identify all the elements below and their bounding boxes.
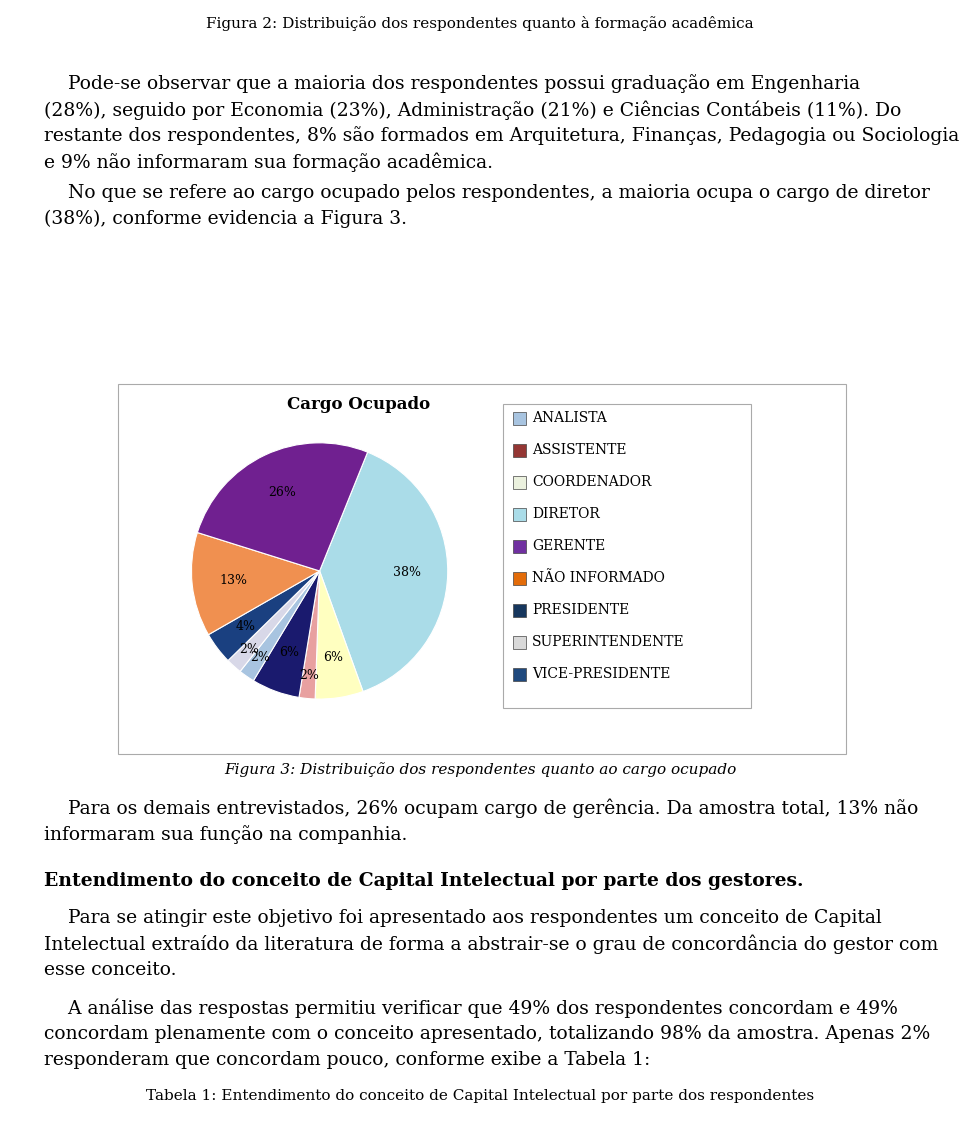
Wedge shape	[208, 571, 320, 660]
Text: Figura 3: Distribuição dos respondentes quanto ao cargo ocupado: Figura 3: Distribuição dos respondentes …	[224, 762, 736, 777]
Text: Para se atingir este objetivo foi apresentado aos respondentes um conceito de Ca: Para se atingir este objetivo foi aprese…	[44, 909, 881, 927]
Bar	[513, 412, 526, 426]
Text: concordam plenamente com o conceito apresentado, totalizando 98% da amostra. Ape: concordam plenamente com o conceito apre…	[44, 1025, 930, 1043]
Wedge shape	[299, 571, 320, 699]
Text: Pode-se observar que a maioria dos respondentes possui graduação em Engenharia: Pode-se observar que a maioria dos respo…	[44, 74, 860, 93]
Text: 4%: 4%	[236, 620, 256, 633]
Bar	[513, 508, 526, 521]
Text: A análise das respostas permitiu verificar que 49% dos respondentes concordam e : A análise das respostas permitiu verific…	[44, 999, 898, 1018]
Text: Figura 2: Distribuição dos respondentes quanto à formação acadêmica: Figura 2: Distribuição dos respondentes …	[206, 16, 754, 31]
Bar	[513, 636, 526, 649]
Text: Para os demais entrevistados, 26% ocupam cargo de gerência. Da amostra total, 13: Para os demais entrevistados, 26% ocupam…	[44, 799, 919, 818]
Text: e 9% não informaram sua formação acadêmica.: e 9% não informaram sua formação acadêmi…	[44, 152, 493, 172]
Wedge shape	[253, 571, 320, 698]
Bar	[513, 476, 526, 488]
Text: Tabela 1: Entendimento do conceito de Capital Intelectual por parte dos responde: Tabela 1: Entendimento do conceito de Ca…	[146, 1089, 814, 1103]
Text: NÃO INFORMADO: NÃO INFORMADO	[532, 572, 665, 586]
Text: 2%: 2%	[250, 651, 270, 664]
Text: 2%: 2%	[300, 669, 320, 682]
Wedge shape	[228, 571, 320, 672]
Bar	[513, 668, 526, 681]
Text: restante dos respondentes, 8% são formados em Arquitetura, Finanças, Pedagogia o: restante dos respondentes, 8% são formad…	[44, 126, 959, 145]
Text: 13%: 13%	[219, 574, 247, 587]
Bar	[503, 404, 751, 708]
Text: ANALISTA: ANALISTA	[532, 412, 607, 426]
Bar	[513, 540, 526, 553]
Text: informaram sua função na companhia.: informaram sua função na companhia.	[44, 825, 407, 844]
Text: (28%), seguido por Economia (23%), Administração (21%) e Ciências Contábeis (11%: (28%), seguido por Economia (23%), Admin…	[44, 100, 901, 119]
Bar	[513, 444, 526, 456]
Wedge shape	[320, 452, 447, 691]
Text: esse conceito.: esse conceito.	[44, 961, 177, 979]
Text: responderam que concordam pouco, conforme exibe a Tabela 1:: responderam que concordam pouco, conform…	[44, 1051, 650, 1068]
Text: 6%: 6%	[324, 651, 343, 664]
Wedge shape	[315, 571, 363, 699]
Text: 2%: 2%	[239, 643, 259, 656]
Text: Entendimento do conceito de Capital Intelectual por parte dos gestores.: Entendimento do conceito de Capital Inte…	[44, 872, 804, 890]
Text: DIRETOR: DIRETOR	[532, 508, 600, 522]
Wedge shape	[240, 571, 320, 681]
Text: Cargo Ocupado: Cargo Ocupado	[287, 396, 430, 413]
Text: SUPERINTENDENTE: SUPERINTENDENTE	[532, 636, 684, 650]
Text: 26%: 26%	[269, 486, 297, 499]
Wedge shape	[198, 443, 368, 571]
Text: PRESIDENTE: PRESIDENTE	[532, 604, 630, 618]
Text: 38%: 38%	[393, 566, 420, 579]
Bar	[118, 384, 846, 754]
Text: No que se refere ao cargo ocupado pelos respondentes, a maioria ocupa o cargo de: No que se refere ao cargo ocupado pelos …	[44, 184, 930, 202]
Text: ASSISTENTE: ASSISTENTE	[532, 444, 627, 458]
Text: GERENTE: GERENTE	[532, 540, 606, 554]
Text: COORDENADOR: COORDENADOR	[532, 476, 652, 490]
Text: VICE-PRESIDENTE: VICE-PRESIDENTE	[532, 667, 670, 682]
Text: (38%), conforme evidencia a Figura 3.: (38%), conforme evidencia a Figura 3.	[44, 210, 407, 229]
Bar	[513, 572, 526, 585]
Text: 6%: 6%	[279, 646, 300, 659]
Text: Intelectual extraído da literatura de forma a abstrair-se o grau de concordância: Intelectual extraído da literatura de fo…	[44, 935, 938, 954]
Wedge shape	[191, 532, 320, 635]
Bar	[513, 604, 526, 617]
